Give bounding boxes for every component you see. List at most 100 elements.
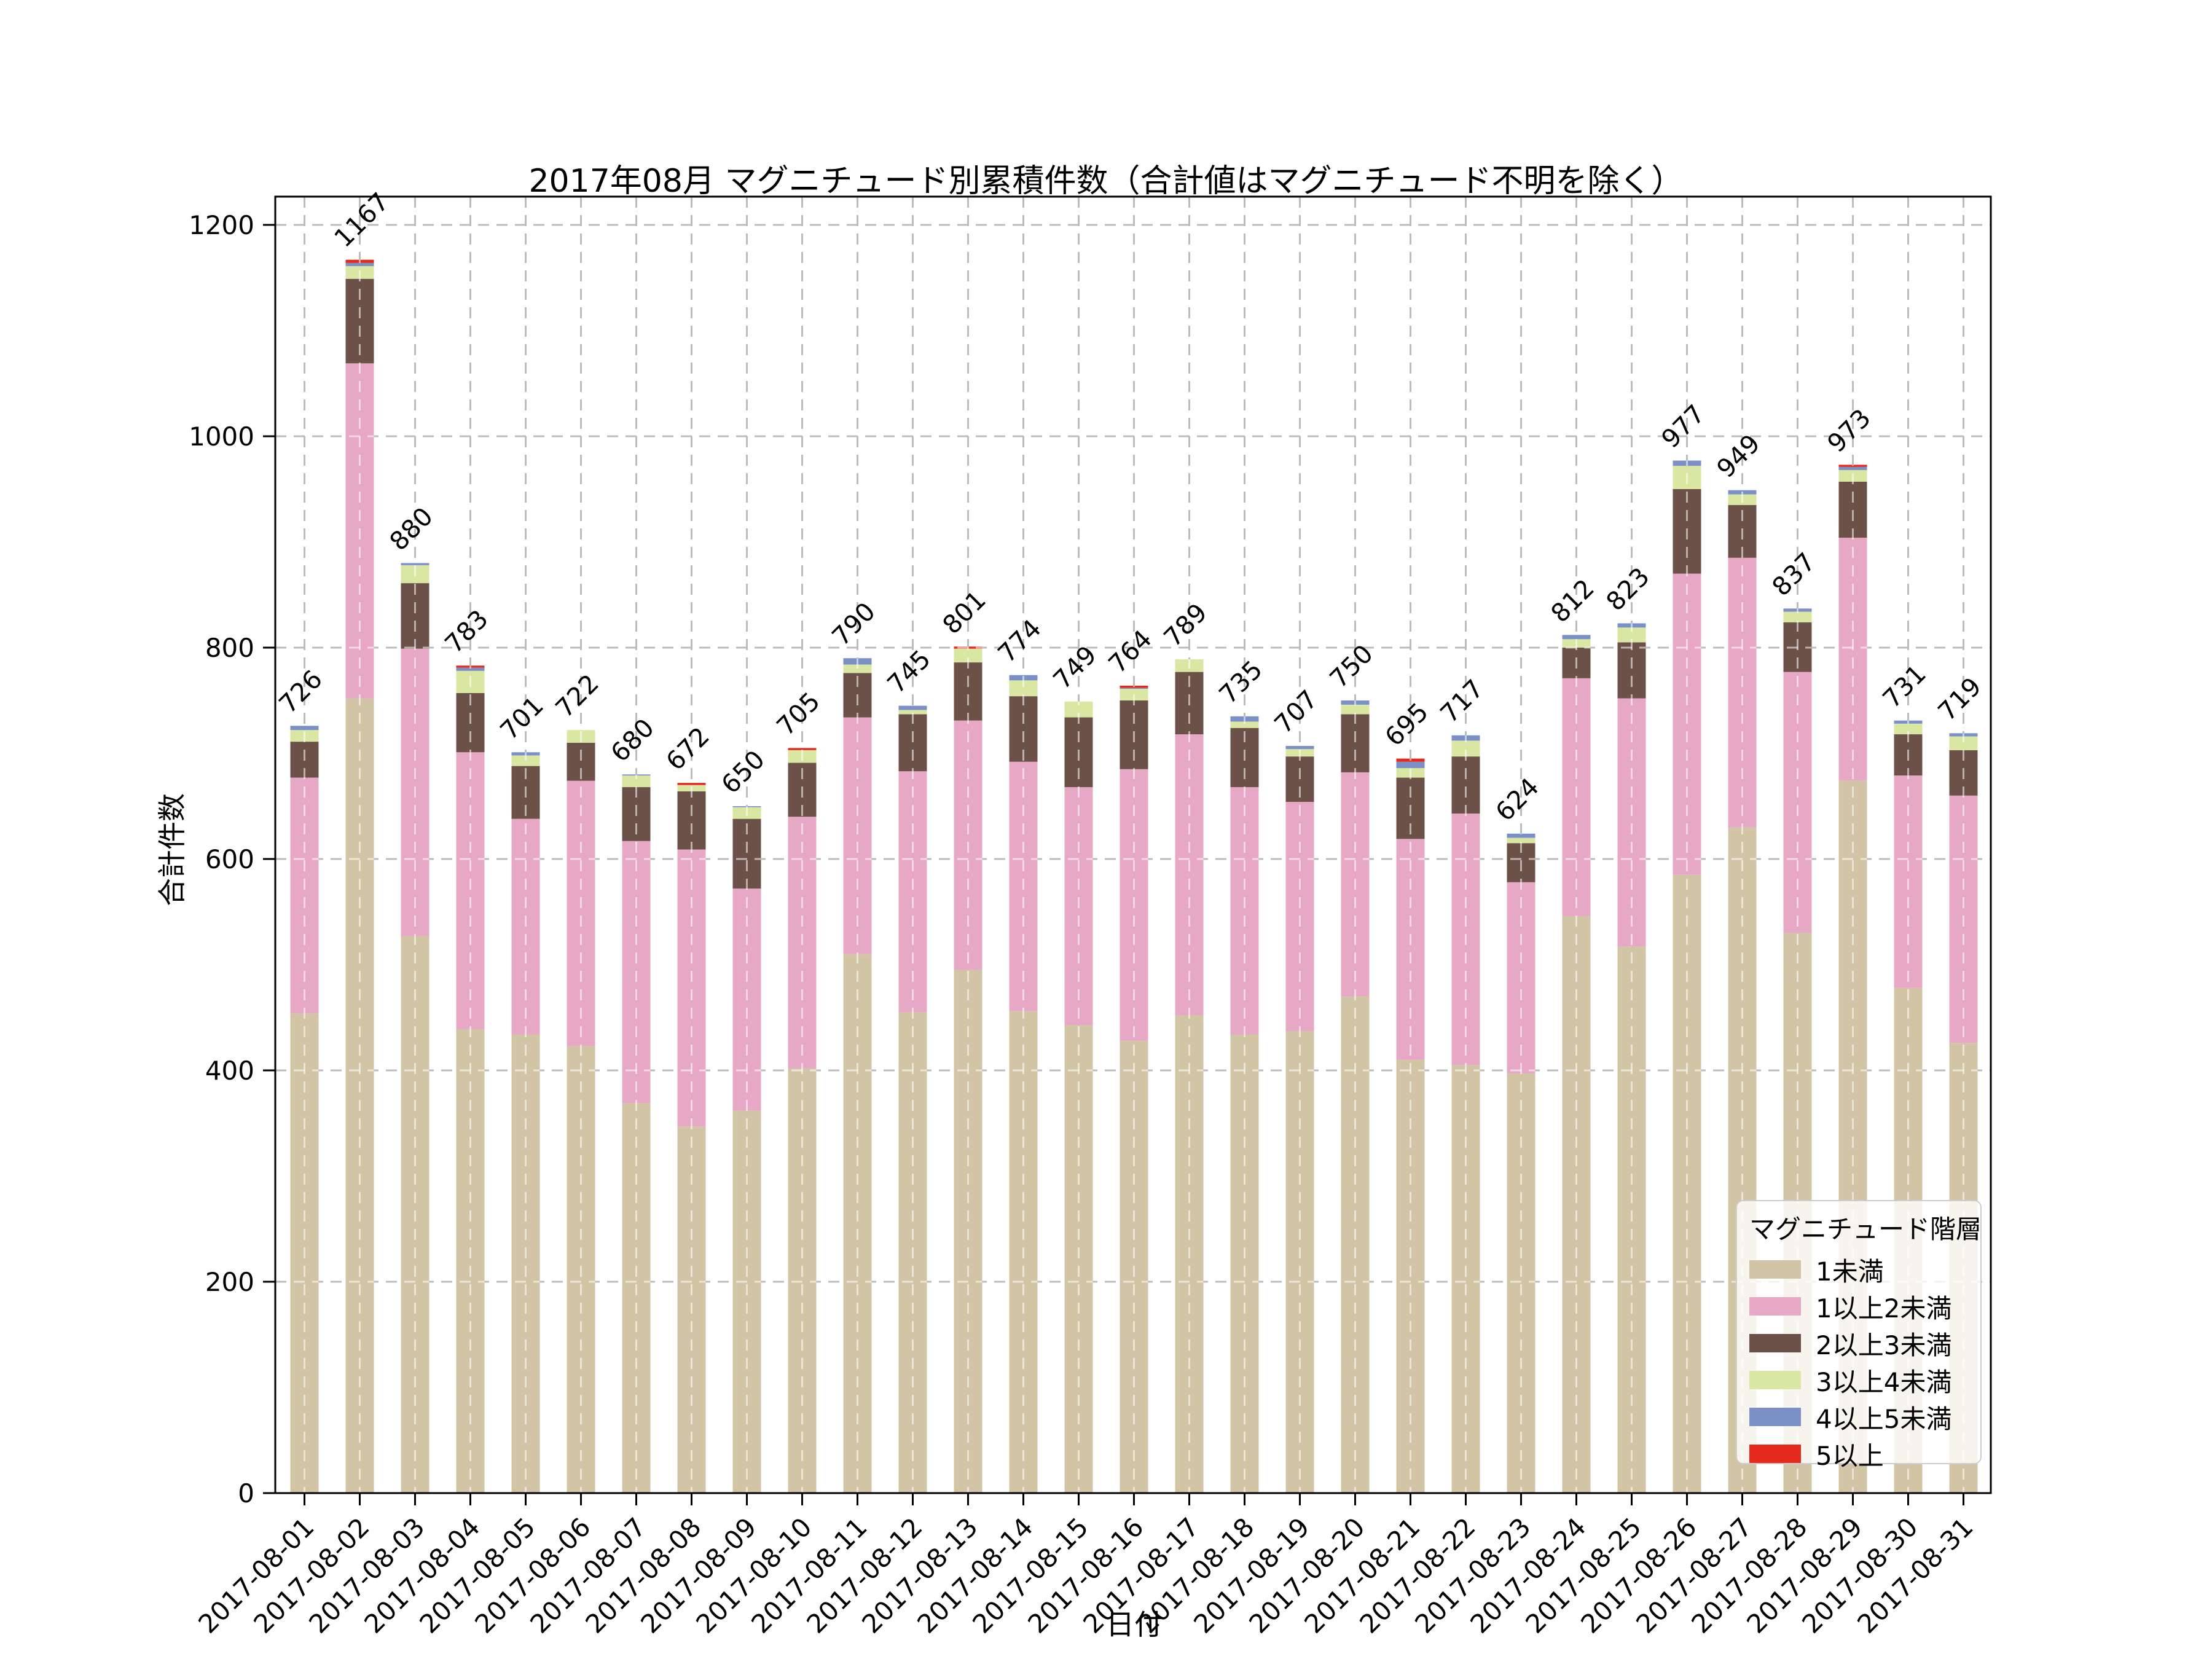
bar-total-label: 973 [1822, 403, 1877, 458]
bar-segment-2017-08-24-4以上5未満 [1562, 635, 1591, 640]
bar-total-label: 790 [826, 597, 881, 651]
legend-item: 4以上5未満 [1749, 1398, 1980, 1435]
bar-total-label: 801 [937, 585, 992, 640]
chart-title: 2017年08月 マグニチュード別累積件数（合計値はマグニチュード不明を除く） [528, 163, 1684, 200]
bar-total-label: 717 [1435, 674, 1489, 729]
x-axis-label: 日付 [1106, 1608, 1163, 1641]
bar-segment-2017-08-18-3以上4未満 [1230, 721, 1259, 728]
bar-segment-2017-08-08-2以上3未満 [677, 791, 706, 850]
legend-item: 5以上 [1749, 1435, 1980, 1472]
legend-swatch-m3 [1749, 1371, 1801, 1389]
bar-total-label: 745 [882, 644, 936, 699]
bar-segment-2017-08-08-1以上2未満 [677, 849, 706, 1127]
legend-item: 2以上3未満 [1749, 1325, 1980, 1362]
legend-swatch-m1 [1749, 1297, 1801, 1316]
legend-label: 1以上2未満 [1816, 1293, 1952, 1324]
bar-segment-2017-08-04-4以上5未満 [456, 667, 485, 671]
bar-segment-2017-08-20-3以上4未満 [1341, 704, 1370, 715]
y-tick-label: 1000 [189, 422, 254, 452]
axis-ticks [263, 224, 1964, 1505]
bar-segment-2017-08-29-5以上 [1838, 465, 1867, 467]
legend-swatch-m4 [1749, 1408, 1801, 1426]
bar-total-label: 783 [439, 604, 494, 659]
bar-segment-2017-08-23-3以上4未満 [1507, 837, 1535, 844]
bar-total-label: 837 [1767, 547, 1821, 602]
bar-segment-2017-08-03-4以上5未満 [401, 563, 429, 565]
bar-total-label: 722 [550, 669, 605, 723]
bar-total-label: 812 [1545, 573, 1600, 628]
bar-segment-2017-08-29-2以上3未満 [1838, 481, 1867, 538]
bar-segment-2017-08-06-1以上2未満 [567, 780, 595, 1046]
bar-total-label: 701 [495, 691, 549, 745]
bar-segment-2017-08-12-4以上5未満 [898, 705, 927, 710]
bar-segment-2017-08-23-1未満 [1507, 1073, 1535, 1493]
bar-total-label: 680 [605, 713, 660, 767]
bar-total-label: 624 [1490, 772, 1545, 827]
bar-total-label: 880 [384, 501, 439, 556]
bar-segment-2017-08-10-5以上 [788, 748, 817, 750]
bar-segment-2017-08-28-3以上4未満 [1783, 611, 1812, 622]
bar-total-label: 650 [716, 745, 771, 799]
legend-item: 3以上4未満 [1749, 1362, 1980, 1398]
bar-segment-2017-08-16-4以上5未満 [1120, 688, 1148, 689]
bar-segment-2017-08-05-3以上4未満 [511, 755, 540, 766]
bar-total-label: 977 [1656, 399, 1711, 453]
bar-segment-2017-08-13-3以上4未満 [954, 648, 982, 663]
bar-total-label: 705 [771, 686, 826, 741]
bar-segment-2017-08-08-5以上 [677, 783, 706, 785]
y-tick-label: 1200 [189, 210, 254, 240]
legend-swatch-m2 [1749, 1334, 1801, 1352]
bar-total-label: 695 [1379, 697, 1434, 751]
bar-segment-2017-08-30-3以上4未満 [1894, 723, 1923, 735]
legend-title: マグニチュード階層 [1749, 1214, 1982, 1244]
legend-label: 3以上4未満 [1816, 1367, 1952, 1397]
bar-segment-2017-08-07-3以上4未満 [622, 775, 651, 788]
bar-segment-2017-08-24-1未満 [1562, 916, 1591, 1493]
bar-total-label: 774 [992, 614, 1047, 669]
legend-label: 1未満 [1816, 1256, 1884, 1287]
bar-segment-2017-08-25-2以上3未満 [1617, 642, 1646, 699]
bar-segment-2017-08-13-2以上3未満 [954, 662, 982, 721]
bar-segment-2017-08-01-4以上5未満 [290, 726, 319, 731]
legend-label: 2以上3未満 [1816, 1330, 1952, 1360]
bar-segment-2017-08-07-1未満 [622, 1103, 651, 1493]
bar-total-label: 672 [661, 721, 715, 776]
legend-label: 4以上5未満 [1816, 1403, 1952, 1434]
legend: マグニチュード階層 1未満 1以上2未満 2以上3未満 3以上4未満 4以上5未… [1736, 1200, 1982, 1471]
bar-total-label: 823 [1601, 562, 1655, 616]
legend-item: 1未満 [1749, 1251, 1980, 1288]
bar-segment-2017-08-20-1未満 [1341, 996, 1370, 1493]
bar-segment-2017-08-12-3以上4未満 [898, 710, 927, 715]
bar-segment-2017-08-17-1以上2未満 [1175, 734, 1204, 1016]
bar-segment-2017-08-29-4以上5未満 [1838, 466, 1867, 471]
y-tick-label: 600 [205, 844, 254, 874]
bar-total-label: 731 [1877, 659, 1932, 713]
bar-segment-2017-08-21-4以上5未満 [1396, 761, 1425, 769]
bar-segment-2017-08-10-1未満 [788, 1068, 817, 1493]
bar-total-label: 789 [1158, 598, 1213, 653]
bar-segment-2017-08-31-3以上4未満 [1949, 736, 1978, 750]
legend-swatch-m0 [1749, 1260, 1801, 1279]
y-tick-label: 400 [205, 1056, 254, 1086]
bar-segment-2017-08-28-1以上2未満 [1783, 672, 1812, 933]
bar-total-label: 719 [1932, 672, 1987, 726]
legend-label: 5以上 [1816, 1440, 1884, 1471]
bar-segment-2017-08-04-1以上2未満 [456, 752, 485, 1029]
bar-segment-2017-08-02-4以上5未満 [345, 262, 374, 267]
y-axis-label: 合計件数 [155, 793, 189, 906]
bar-segment-2017-08-21-1以上2未満 [1396, 839, 1425, 1060]
y-tick-label: 200 [205, 1267, 254, 1297]
legend-swatch-m5 [1749, 1445, 1801, 1463]
bar-total-label: 735 [1214, 655, 1268, 710]
bar-segment-2017-08-19-4以上5未満 [1285, 745, 1314, 750]
bar-total-label: 726 [273, 664, 328, 719]
bar-segment-2017-08-22-2以上3未満 [1451, 756, 1480, 814]
y-tick-label: 800 [205, 633, 254, 663]
bar-segment-2017-08-20-2以上3未満 [1341, 714, 1370, 772]
y-tick-label: 0 [238, 1478, 254, 1508]
bar-segment-2017-08-11-3以上4未満 [843, 664, 872, 673]
bar-total-label: 707 [1269, 684, 1324, 739]
bar-segment-2017-08-02-1未満 [345, 698, 374, 1493]
bar-segment-2017-08-23-4以上5未満 [1507, 833, 1535, 838]
